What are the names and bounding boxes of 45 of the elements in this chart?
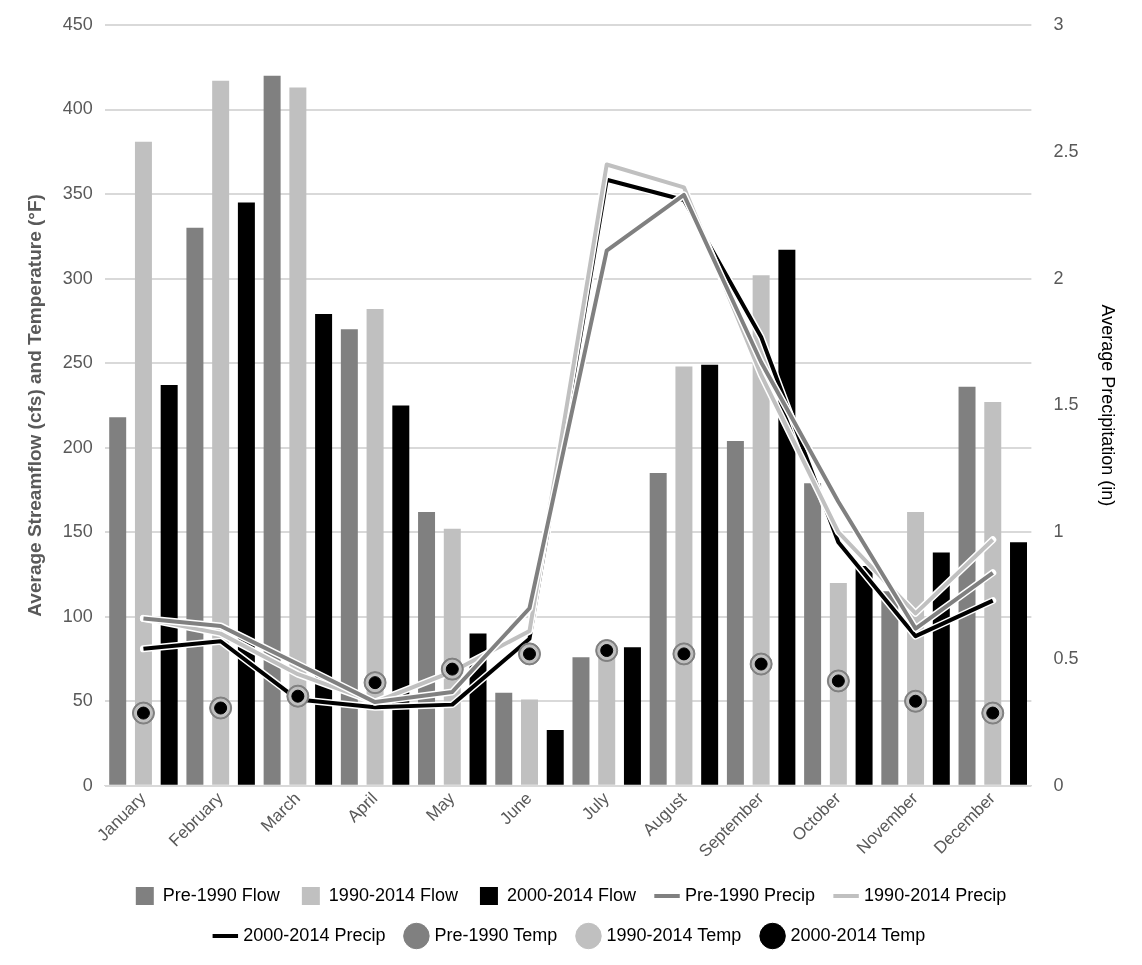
y-tick-label: 100 bbox=[62, 605, 93, 626]
y-tick-label: 350 bbox=[62, 183, 93, 204]
y-tick-label: 0 bbox=[82, 774, 93, 795]
bar bbox=[546, 729, 564, 785]
bar bbox=[804, 483, 822, 785]
legend-label: 2000-2014 Flow bbox=[506, 884, 638, 905]
bar bbox=[623, 647, 641, 785]
legend-label: 2000-2014 Temp bbox=[790, 924, 926, 945]
bar bbox=[1010, 542, 1027, 785]
legend-label: Pre-1990 Flow bbox=[162, 884, 281, 905]
y-tick-label: 250 bbox=[62, 352, 93, 373]
y2-tick-label: 3 bbox=[1053, 13, 1064, 34]
bar bbox=[701, 364, 719, 785]
bar bbox=[134, 141, 152, 785]
legend-label: Pre-1990 Temp bbox=[434, 924, 558, 945]
x-tick-label: July bbox=[578, 788, 614, 824]
y2-axis-title: Average Precipitation (in) bbox=[1098, 304, 1119, 507]
bar bbox=[675, 366, 693, 785]
y2-tick-label: 2.5 bbox=[1053, 140, 1079, 161]
bar bbox=[984, 402, 1002, 785]
y2-tick-label: 2 bbox=[1053, 267, 1064, 288]
bar bbox=[572, 657, 590, 785]
legend-label: 1990-2014 Precip bbox=[864, 884, 1007, 905]
x-tick-label: May bbox=[422, 788, 459, 825]
y2-tick-label: 1 bbox=[1053, 521, 1064, 542]
y-tick-label: 200 bbox=[62, 436, 93, 457]
y2-tick-label: 0 bbox=[1053, 774, 1064, 795]
legend-label: Pre-1990 Precip bbox=[685, 884, 816, 905]
y2-tick-label: 1.5 bbox=[1053, 394, 1079, 415]
bar bbox=[109, 417, 127, 785]
bar bbox=[726, 440, 744, 785]
bar bbox=[521, 699, 538, 785]
bar bbox=[649, 473, 667, 785]
y-tick-label: 300 bbox=[62, 267, 93, 288]
y-tick-label: 450 bbox=[62, 13, 93, 34]
y2-tick-label: 0.5 bbox=[1053, 647, 1079, 668]
y-axis-title: Average Streamflow (cfs) and Temperature (°F) bbox=[23, 194, 45, 617]
bar bbox=[495, 692, 513, 785]
legend-label: 1990-2014 Temp bbox=[606, 924, 742, 945]
y-tick-label: 150 bbox=[62, 521, 93, 542]
y-tick-label: 400 bbox=[62, 98, 93, 119]
bar bbox=[829, 582, 847, 785]
legend-label: 1990-2014 Flow bbox=[328, 884, 459, 905]
legend-label: 2000-2014 Precip bbox=[243, 924, 386, 945]
y-tick-label: 50 bbox=[72, 690, 93, 711]
